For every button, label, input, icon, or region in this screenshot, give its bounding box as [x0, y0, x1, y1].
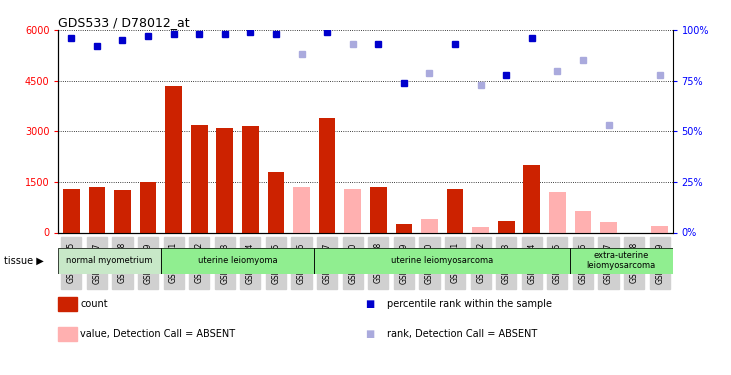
- Text: uterine leiomyoma: uterine leiomyoma: [198, 256, 277, 265]
- Bar: [165, 86, 182, 232]
- Bar: [447, 189, 463, 232]
- Text: value, Detection Call = ABSENT: value, Detection Call = ABSENT: [80, 329, 235, 339]
- Text: GDS533 / D78012_at: GDS533 / D78012_at: [58, 16, 190, 29]
- Bar: [161, 248, 314, 274]
- Text: uterine leiomyosarcoma: uterine leiomyosarcoma: [391, 256, 493, 265]
- Bar: [498, 220, 515, 232]
- Bar: [216, 128, 233, 232]
- Bar: [651, 226, 668, 232]
- Bar: [114, 190, 131, 232]
- Text: extra-uterine
leiomyosarcoma: extra-uterine leiomyosarcoma: [587, 251, 656, 270]
- Bar: [344, 189, 361, 232]
- Bar: [523, 165, 540, 232]
- Bar: [570, 248, 673, 274]
- Bar: [395, 224, 412, 232]
- Bar: [63, 189, 80, 232]
- Bar: [58, 248, 161, 274]
- Text: count: count: [80, 299, 108, 309]
- Bar: [570, 248, 673, 274]
- Bar: [319, 118, 336, 232]
- Text: rank, Detection Call = ABSENT: rank, Detection Call = ABSENT: [387, 329, 538, 339]
- Text: tissue ▶: tissue ▶: [4, 256, 43, 266]
- Bar: [191, 124, 208, 232]
- Bar: [58, 248, 161, 274]
- Bar: [600, 222, 617, 232]
- Text: ■: ■: [366, 329, 375, 339]
- Bar: [242, 126, 259, 232]
- Bar: [140, 182, 156, 232]
- Bar: [88, 187, 105, 232]
- Bar: [293, 187, 310, 232]
- Bar: [421, 219, 438, 232]
- Bar: [314, 248, 570, 274]
- Bar: [161, 248, 314, 274]
- Text: percentile rank within the sample: percentile rank within the sample: [387, 299, 553, 309]
- Bar: [549, 192, 566, 232]
- Bar: [472, 227, 489, 232]
- Bar: [314, 248, 570, 274]
- Text: ■: ■: [366, 299, 375, 309]
- Text: normal myometrium: normal myometrium: [67, 256, 153, 265]
- Bar: [575, 211, 591, 232]
- Bar: [370, 187, 387, 232]
- Bar: [268, 172, 284, 232]
